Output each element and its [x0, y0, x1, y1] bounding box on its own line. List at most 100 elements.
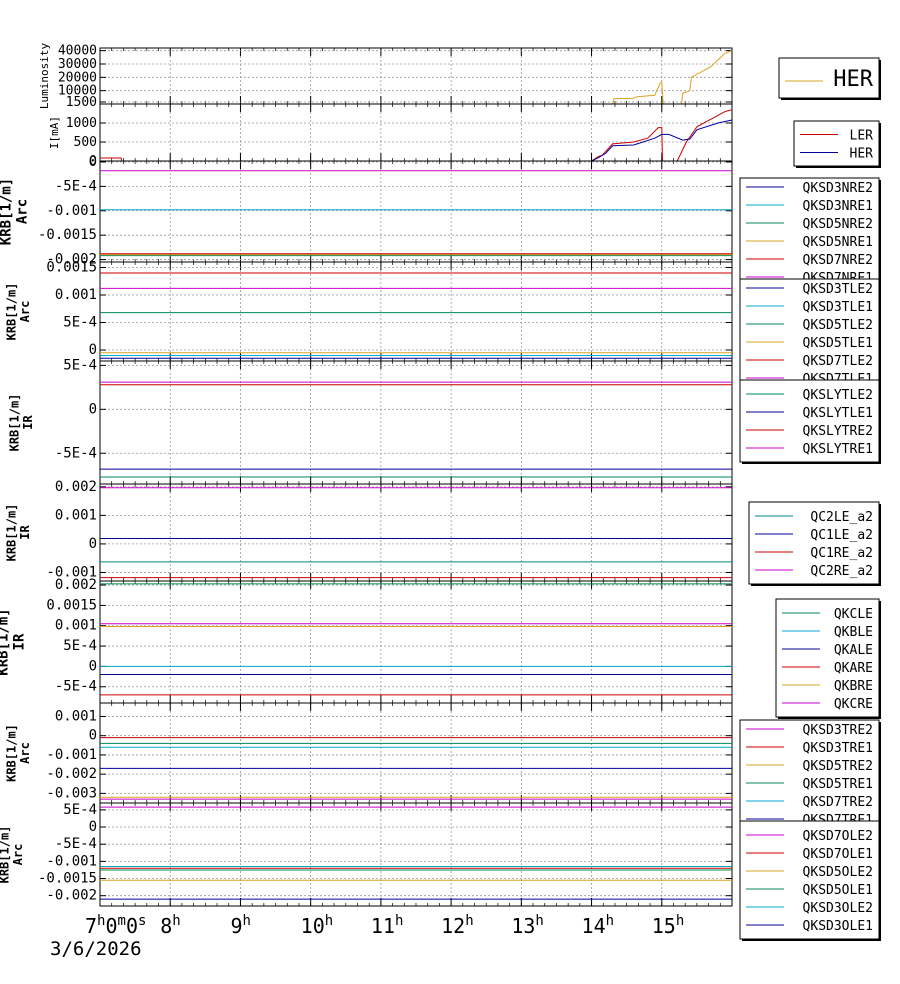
y-axis-label-line: KRB[1/m]	[0, 178, 14, 245]
panel-frame	[99, 47, 733, 105]
x-tick-label: 8h	[160, 913, 180, 938]
y-tick-label: 0.001	[55, 287, 97, 303]
legend-box	[739, 177, 880, 287]
y-axis-label-line: Arc	[14, 199, 30, 224]
legend-label-qkale: QKALE	[834, 643, 873, 658]
legend-box	[775, 598, 880, 718]
x-tick-hour: 9	[230, 914, 242, 938]
legend-label-qksd3tle1: QKSD3TLE1	[803, 300, 873, 315]
y-tick-label: 0	[89, 154, 97, 170]
x-tick-h: h	[465, 913, 473, 929]
legend-label-her: HER	[850, 147, 874, 162]
legend-label-qksd5ole1: QKSD5OLE1	[803, 883, 873, 898]
x-tick-h: h	[325, 913, 333, 929]
x-tick-hour: 11	[371, 914, 395, 938]
panel-frame	[99, 802, 733, 907]
panel-frame	[99, 360, 733, 485]
y-tick-label: -0.002	[46, 888, 97, 904]
y-axis-label-line: KRB[1/m]	[0, 826, 11, 884]
y-tick-label: 5E-4	[63, 802, 97, 818]
y-tick-label: -0.001	[46, 564, 97, 580]
panel-arc2: 0.00150.0015E-40KRB[1/m]ArcQKSD3TLE2QKSD…	[4, 260, 881, 389]
legend-box	[739, 820, 880, 940]
legend-label-her: HER	[833, 67, 873, 92]
legend-ir3: QKCLE QKBLE QKALE QKARE QKBRE QKCRE	[775, 598, 881, 719]
legend-box	[778, 57, 880, 99]
y-axis-label: KRB[1/m]IR	[7, 394, 35, 452]
legend-label-qksd3nre1: QKSD3NRE1	[803, 199, 873, 214]
y-axis-label: KRB[1/m]Arc	[0, 178, 30, 245]
legend-label-qksd3tre1: QKSD3TRE1	[803, 741, 873, 756]
legend-current: LER HER	[793, 120, 881, 168]
legend-label-qkslytre2: QKSLYTRE2	[803, 424, 873, 439]
series-line-her	[100, 119, 733, 162]
panel-frame	[99, 580, 733, 704]
y-tick-label: 0	[89, 819, 97, 835]
y-tick-label: 0.0015	[46, 597, 97, 613]
date-label: 3/6/2026	[50, 938, 142, 960]
x-tick-h: h	[242, 913, 250, 929]
x-tick-h: h	[172, 913, 180, 929]
legend-arc2: QKSD3TLE2 QKSD3TLE1 QKSD5TLE2 QKSD5TLE1 QKSD…	[739, 278, 881, 389]
panel-frame	[99, 103, 733, 162]
y-tick-label: -5E-4	[55, 445, 97, 461]
x-tick-label: 10h	[301, 913, 334, 938]
legend-label-qc1re_a2: QC1RE_a2	[810, 546, 873, 561]
x-tick-h: h	[97, 913, 105, 929]
y-tick-label: -0.001	[46, 747, 97, 763]
y-tick-label: 0.0015	[46, 260, 97, 276]
legend-label-qkslytle1: QKSLYTLE1	[803, 406, 873, 421]
x-tick-hour: 7	[85, 914, 97, 938]
panel-ir2: 0.002 0.001 0 -0.001 KRB[1/m]IR QC2LE_a2 QC1LE…	[4, 479, 881, 586]
y-tick-label: 40000	[58, 44, 97, 59]
y-tick-label: 0	[89, 536, 97, 552]
legend-label-qksd7nre2: QKSD7NRE2	[803, 253, 873, 268]
y-tick-label: 10000	[58, 84, 97, 99]
legend-box	[793, 120, 880, 167]
series-line-ler	[100, 109, 733, 162]
x-tick-label: 7h0m0s	[85, 913, 146, 938]
y-axis-label-line: IR	[21, 415, 35, 430]
panel-frame	[99, 483, 733, 582]
y-tick-label: -5E-4	[55, 836, 97, 852]
panel-frame	[99, 160, 733, 263]
y-tick-label: 0	[89, 728, 97, 744]
legend-arc4: QKSD7OLE2 QKSD7OLE1 QKSD5OLE2 QKSD5OLE1 QKSD…	[739, 820, 881, 941]
y-tick-label: -0.003	[46, 785, 97, 801]
legend-label-qkcle: QKCLE	[834, 607, 873, 622]
legend-label-ler: LER	[850, 129, 874, 144]
legend-label-qksd3ole2: QKSD3OLE2	[803, 901, 873, 916]
x-tick-m: m	[118, 913, 126, 929]
legend-luminosity: HER	[778, 57, 881, 100]
y-axis-label: KRB[1/m]Arc	[4, 283, 32, 341]
legend-label-qksd5ole2: QKSD5OLE2	[803, 865, 873, 880]
x-tick-h: h	[535, 913, 543, 929]
y-tick-label: -0.002	[46, 766, 97, 782]
series-line-her	[100, 50, 733, 105]
panel-arc3: 0.001 0 -0.001 -0.002 -0.003 KRB[1/m]Arc QKSD3…	[4, 702, 881, 830]
x-tick-sec: 0	[126, 914, 138, 938]
legend-ir2: QC2LE_a2 QC1LE_a2 QC1RE_a2 QC2RE_a2	[748, 501, 881, 586]
x-tick-label: 13h	[511, 913, 544, 938]
y-tick-label: -0.0015	[38, 871, 97, 887]
x-tick-label: 9h	[230, 913, 250, 938]
y-tick-label: 0.002	[55, 577, 97, 593]
y-axis-label-line: KRB[1/m]	[4, 724, 18, 782]
legend-label-qksd5tle2: QKSD5TLE2	[803, 318, 873, 333]
legend-label-qkslytre1: QKSLYTRE1	[803, 442, 873, 457]
legend-label-qksd7tle2: QKSD7TLE2	[803, 354, 873, 369]
y-tick-label: 5E-4	[63, 315, 97, 331]
legend-label-qksd7ole1: QKSD7OLE1	[803, 847, 873, 862]
y-tick-label: 5E-4	[63, 638, 97, 654]
y-axis-label-line: KRB[1/m]	[4, 283, 18, 341]
y-tick-label: 0.002	[55, 479, 97, 495]
x-tick-hour: 12	[441, 914, 465, 938]
legend-label-qc2re_a2: QC2RE_a2	[810, 564, 873, 579]
y-tick-label: -5E-4	[55, 679, 97, 695]
y-axis-label-line: IR	[11, 633, 27, 650]
x-tick-h: h	[606, 913, 614, 929]
legend-label-qksd7tre2: QKSD7TRE2	[803, 795, 873, 810]
legend-label-qksd5tle1: QKSD5TLE1	[803, 336, 873, 351]
